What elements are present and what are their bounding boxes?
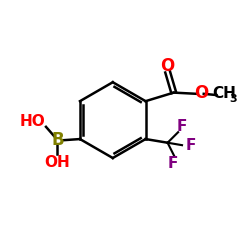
Text: CH: CH [212, 86, 236, 101]
Text: B: B [51, 131, 64, 149]
Text: F: F [185, 138, 196, 153]
Text: 3: 3 [229, 94, 237, 104]
Text: OH: OH [44, 155, 70, 170]
Text: O: O [194, 84, 208, 102]
Text: F: F [177, 119, 188, 134]
Text: F: F [167, 156, 178, 171]
Text: O: O [160, 58, 175, 76]
Text: HO: HO [20, 114, 45, 129]
